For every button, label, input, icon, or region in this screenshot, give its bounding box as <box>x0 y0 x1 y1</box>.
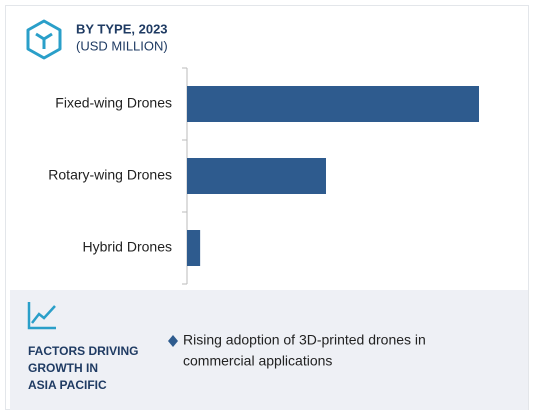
bullet <box>168 335 178 347</box>
factors-heading: FACTORS DRIVING <box>28 344 138 358</box>
factors-heading: ASIA PACIFIC <box>28 378 107 392</box>
chart-title: BY TYPE, 2023 <box>76 21 168 36</box>
category-label: Hybrid Drones <box>83 239 172 255</box>
chart-subtitle: (USD MILLION) <box>76 38 168 53</box>
factors-heading: GROWTH IN <box>28 361 98 375</box>
category-label: Fixed-wing Drones <box>55 95 172 111</box>
factor-text: commercial applications <box>183 353 332 369</box>
bar <box>187 158 326 194</box>
bar <box>187 86 479 122</box>
bar <box>187 230 201 266</box>
factors-panel <box>10 290 528 410</box>
category-label: Rotary-wing Drones <box>48 167 172 183</box>
type-icon <box>26 19 62 60</box>
factor-text: Rising adoption of 3D-printed drones in <box>183 332 426 348</box>
trend-icon <box>27 302 56 330</box>
